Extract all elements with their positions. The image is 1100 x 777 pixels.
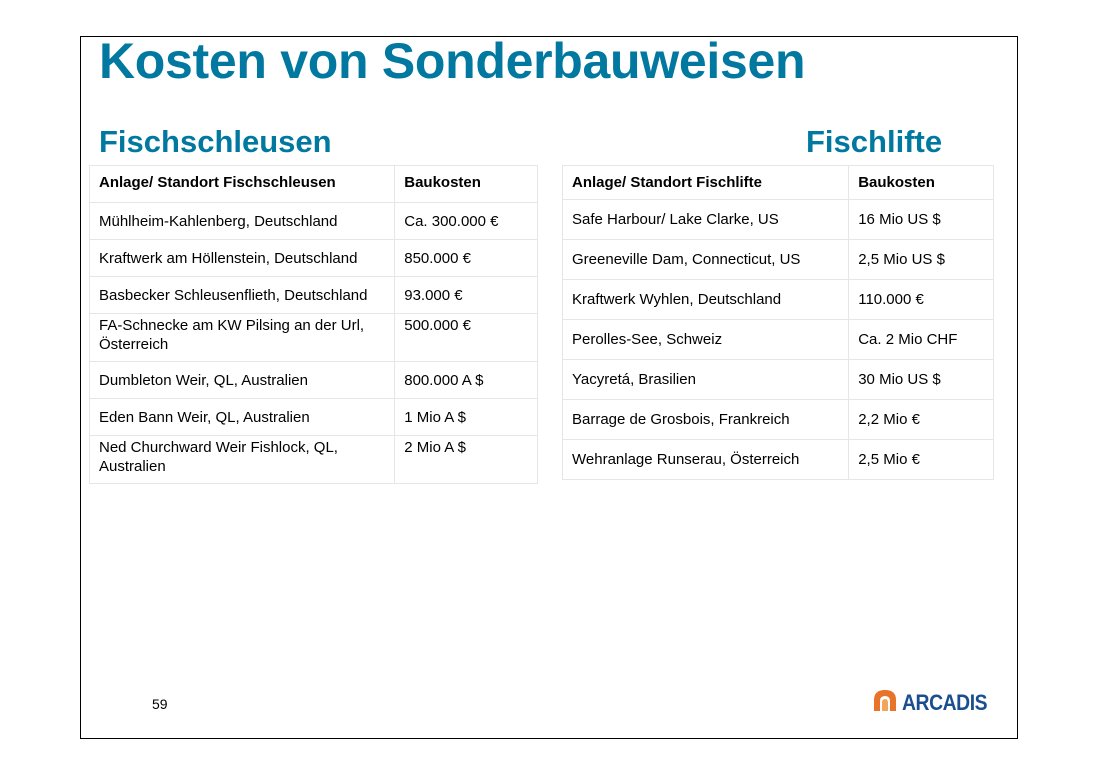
- table-row: Dumbleton Weir, QL, Australien 800.000 A…: [88, 361, 538, 399]
- table-row: Barrage de Grosbois, Frankreich 2,2 Mio …: [561, 399, 994, 440]
- cost-cell: 1 Mio A $: [394, 398, 538, 436]
- cost-cell: 30 Mio US $: [848, 359, 994, 400]
- cost-cell: 2,5 Mio US $: [848, 239, 994, 280]
- cost-cell: 2,5 Mio €: [848, 439, 994, 480]
- table-row: Perolles-See, Schweiz Ca. 2 Mio CHF: [561, 319, 994, 360]
- location-cell: Wehranlage Runserau, Österreich: [561, 439, 850, 480]
- table-row: Basbecker Schleusenflieth, Deutschland 9…: [88, 276, 538, 314]
- fischlifte-heading: Fischlifte: [806, 124, 943, 159]
- location-cell: Barrage de Grosbois, Frankreich: [561, 399, 850, 440]
- column-header-anlage: Anlage/ Standort Fischlifte: [561, 165, 850, 200]
- arcadis-logo-text: ARCADIS: [902, 689, 988, 715]
- table-header-row: Anlage/ Standort Fischschleusen Baukoste…: [88, 165, 538, 203]
- arcadis-logo-icon: [872, 688, 898, 717]
- cost-cell: 110.000 €: [848, 279, 994, 320]
- table-header-row: Anlage/ Standort Fischlifte Baukosten: [561, 165, 994, 200]
- table-row: Greeneville Dam, Connecticut, US 2,5 Mio…: [561, 239, 994, 280]
- table-row: Yacyretá, Brasilien 30 Mio US $: [561, 359, 994, 400]
- arcadis-logo: ARCADIS: [872, 688, 999, 717]
- table-row: Kraftwerk Wyhlen, Deutschland 110.000 €: [561, 279, 994, 320]
- fischschleusen-heading: Fischschleusen: [99, 124, 332, 159]
- location-cell: Basbecker Schleusenflieth, Deutschland: [88, 276, 396, 314]
- slide-title: Kosten von Sonderbauweisen: [99, 33, 806, 89]
- cost-cell: 2,2 Mio €: [848, 399, 994, 440]
- cost-cell: 500.000 €: [394, 313, 538, 362]
- fischlifte-table: Anlage/ Standort Fischlifte Baukosten Sa…: [561, 165, 994, 480]
- location-cell: Perolles-See, Schweiz: [561, 319, 850, 360]
- cost-cell: 850.000 €: [394, 239, 538, 277]
- fischschleusen-table: Anlage/ Standort Fischschleusen Baukoste…: [88, 165, 538, 484]
- column-header-baukosten: Baukosten: [848, 165, 994, 200]
- cost-cell: 16 Mio US $: [848, 199, 994, 240]
- location-cell: FA-Schnecke am KW Pilsing an der Url, Ös…: [88, 313, 396, 362]
- location-cell: Safe Harbour/ Lake Clarke, US: [561, 199, 850, 240]
- location-cell: Dumbleton Weir, QL, Australien: [88, 361, 396, 399]
- table-row: Eden Bann Weir, QL, Australien 1 Mio A $: [88, 398, 538, 436]
- location-cell: Eden Bann Weir, QL, Australien: [88, 398, 396, 436]
- location-cell: Kraftwerk Wyhlen, Deutschland: [561, 279, 850, 320]
- cost-cell: Ca. 300.000 €: [394, 202, 538, 240]
- table-row: Kraftwerk am Höllenstein, Deutschland 85…: [88, 239, 538, 277]
- table-row: Safe Harbour/ Lake Clarke, US 16 Mio US …: [561, 199, 994, 240]
- cost-cell: 2 Mio A $: [394, 435, 538, 484]
- cost-cell: 800.000 A $: [394, 361, 538, 399]
- table-row: Mühlheim-Kahlenberg, Deutschland Ca. 300…: [88, 202, 538, 240]
- column-header-anlage: Anlage/ Standort Fischschleusen: [88, 165, 396, 203]
- location-cell: Yacyretá, Brasilien: [561, 359, 850, 400]
- table-row: Wehranlage Runserau, Österreich 2,5 Mio …: [561, 439, 994, 480]
- column-header-baukosten: Baukosten: [394, 165, 538, 203]
- table-row: FA-Schnecke am KW Pilsing an der Url, Ös…: [88, 313, 538, 362]
- slide-frame: [80, 36, 1018, 739]
- cost-cell: 93.000 €: [394, 276, 538, 314]
- page-number: 59: [152, 696, 168, 712]
- location-cell: Ned Churchward Weir Fishlock, QL, Austra…: [88, 435, 396, 484]
- cost-cell: Ca. 2 Mio CHF: [848, 319, 994, 360]
- location-cell: Mühlheim-Kahlenberg, Deutschland: [88, 202, 396, 240]
- location-cell: Greeneville Dam, Connecticut, US: [561, 239, 850, 280]
- table-row: Ned Churchward Weir Fishlock, QL, Austra…: [88, 435, 538, 484]
- location-cell: Kraftwerk am Höllenstein, Deutschland: [88, 239, 396, 277]
